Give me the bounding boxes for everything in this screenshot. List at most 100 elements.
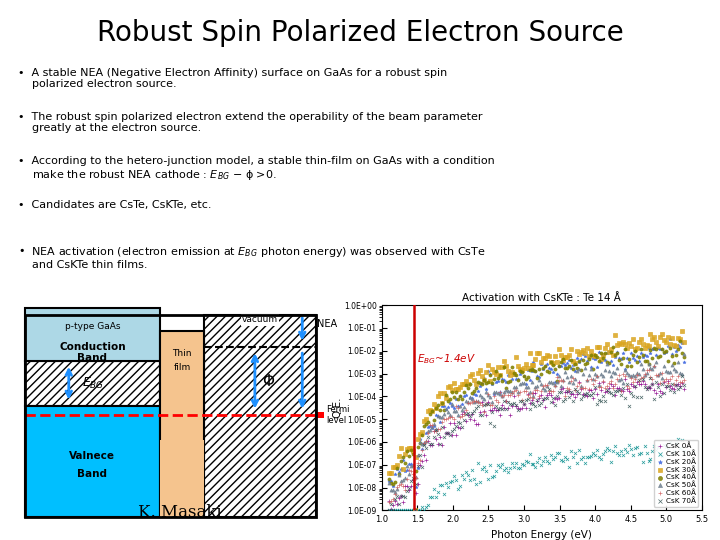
CsK 10Å bbox=[667, 449, 678, 457]
CsK 60Å bbox=[449, 415, 460, 423]
CsK 70Å bbox=[557, 396, 569, 405]
CsK 50Å bbox=[567, 378, 579, 387]
CsK 10Å bbox=[391, 506, 402, 515]
CsK 60Å bbox=[418, 439, 430, 448]
CsK 20Å bbox=[454, 392, 466, 400]
CsK 20Å bbox=[552, 369, 563, 378]
CsK 10Å bbox=[510, 458, 521, 467]
CsK 30Å bbox=[436, 398, 448, 407]
CsK 10Å bbox=[522, 458, 534, 467]
CsK 40Å bbox=[672, 345, 684, 354]
CsK 50Å bbox=[613, 376, 624, 385]
CsK 40Å bbox=[619, 345, 631, 354]
CsK 10Å bbox=[496, 460, 508, 468]
CsK 20Å bbox=[621, 354, 632, 363]
CsK 30Å bbox=[514, 364, 526, 373]
CsK 70Å bbox=[662, 382, 674, 390]
CsK 50Å bbox=[657, 373, 668, 382]
CsK 70Å bbox=[459, 416, 470, 424]
CsK 30Å bbox=[588, 350, 599, 359]
CsK 10Å bbox=[498, 465, 510, 474]
CsK 50Å bbox=[615, 375, 626, 383]
CsK 70Å bbox=[647, 380, 658, 388]
CsK 10Å bbox=[441, 478, 452, 487]
CsK 60Å bbox=[564, 385, 575, 394]
CsK 40Å bbox=[528, 366, 539, 374]
CsK 0Å bbox=[464, 414, 476, 423]
CsK 10Å bbox=[549, 453, 561, 462]
CsK 50Å bbox=[456, 406, 468, 415]
CsK 70Å bbox=[438, 433, 450, 442]
CsK 30Å bbox=[564, 350, 575, 359]
CsK 40Å bbox=[644, 346, 656, 355]
Text: Robust Spin Polarized Electron Source: Robust Spin Polarized Electron Source bbox=[96, 19, 624, 47]
CsK 0Å bbox=[557, 383, 569, 392]
CsK 20Å bbox=[389, 470, 400, 479]
CsK 30Å bbox=[522, 364, 534, 373]
CsK 20Å bbox=[601, 349, 613, 357]
CsK 60Å bbox=[601, 382, 613, 390]
CsK 60Å bbox=[518, 387, 529, 395]
CsK 50Å bbox=[603, 367, 615, 375]
CsK 0Å bbox=[575, 384, 587, 393]
CsK 60Å bbox=[526, 389, 537, 397]
CsK 20Å bbox=[631, 352, 642, 360]
CsK 10Å bbox=[385, 506, 397, 515]
CsK 10Å bbox=[426, 492, 438, 501]
CsK 10Å bbox=[451, 476, 462, 485]
CsK 70Å bbox=[633, 376, 644, 385]
CsK 40Å bbox=[512, 376, 523, 384]
CsK 10Å bbox=[552, 449, 563, 458]
CsK 40Å bbox=[593, 357, 605, 366]
CsK 50Å bbox=[441, 405, 452, 414]
CsK 30Å bbox=[546, 357, 557, 366]
CsK 60Å bbox=[456, 411, 468, 420]
CsK 60Å bbox=[426, 421, 438, 429]
CsK 30Å bbox=[562, 353, 573, 361]
CsK 0Å bbox=[559, 388, 571, 396]
Text: film: film bbox=[174, 363, 191, 372]
CsK 40Å bbox=[443, 397, 454, 406]
CsK 40Å bbox=[480, 379, 492, 388]
CsK 20Å bbox=[413, 463, 424, 472]
CsK 20Å bbox=[395, 465, 406, 474]
CsK 60Å bbox=[643, 366, 654, 374]
CsK 30Å bbox=[636, 340, 648, 348]
CsK 70Å bbox=[589, 382, 600, 391]
CsK 20Å bbox=[564, 356, 575, 364]
CsK 30Å bbox=[605, 345, 616, 354]
CsK 0Å bbox=[446, 430, 458, 439]
CsK 20Å bbox=[444, 399, 456, 408]
CsK 10Å bbox=[425, 493, 436, 502]
CsK 70Å bbox=[549, 400, 561, 409]
CsK 10Å bbox=[589, 450, 600, 459]
CsK 60Å bbox=[652, 371, 664, 380]
CsK 70Å bbox=[498, 397, 510, 406]
CsK 40Å bbox=[488, 375, 500, 383]
CsK 40Å bbox=[615, 360, 626, 368]
CsK 40Å bbox=[514, 367, 526, 376]
CsK 50Å bbox=[585, 364, 597, 373]
CsK 40Å bbox=[399, 459, 410, 468]
CsK 20Å bbox=[644, 348, 656, 357]
CsK 30Å bbox=[413, 435, 424, 443]
CsK 0Å bbox=[456, 410, 468, 418]
CsK 60Å bbox=[541, 381, 553, 389]
CsK 40Å bbox=[456, 395, 468, 403]
CsK 40Å bbox=[639, 356, 650, 365]
CsK 70Å bbox=[464, 412, 476, 421]
CsK 70Å bbox=[672, 384, 684, 393]
CsK 40Å bbox=[470, 384, 482, 393]
CsK 0Å bbox=[593, 379, 605, 388]
CsK 60Å bbox=[544, 386, 555, 395]
CsK 40Å bbox=[667, 352, 678, 361]
CsK 20Å bbox=[426, 424, 438, 433]
CsK 50Å bbox=[583, 371, 595, 380]
CsK 30Å bbox=[431, 404, 442, 413]
CsK 30Å bbox=[402, 444, 414, 453]
CsK 70Å bbox=[467, 409, 478, 417]
CsK 0Å bbox=[472, 420, 484, 428]
CsK 30Å bbox=[428, 400, 440, 408]
CsK 20Å bbox=[480, 384, 492, 393]
CsK 10Å bbox=[643, 456, 654, 465]
